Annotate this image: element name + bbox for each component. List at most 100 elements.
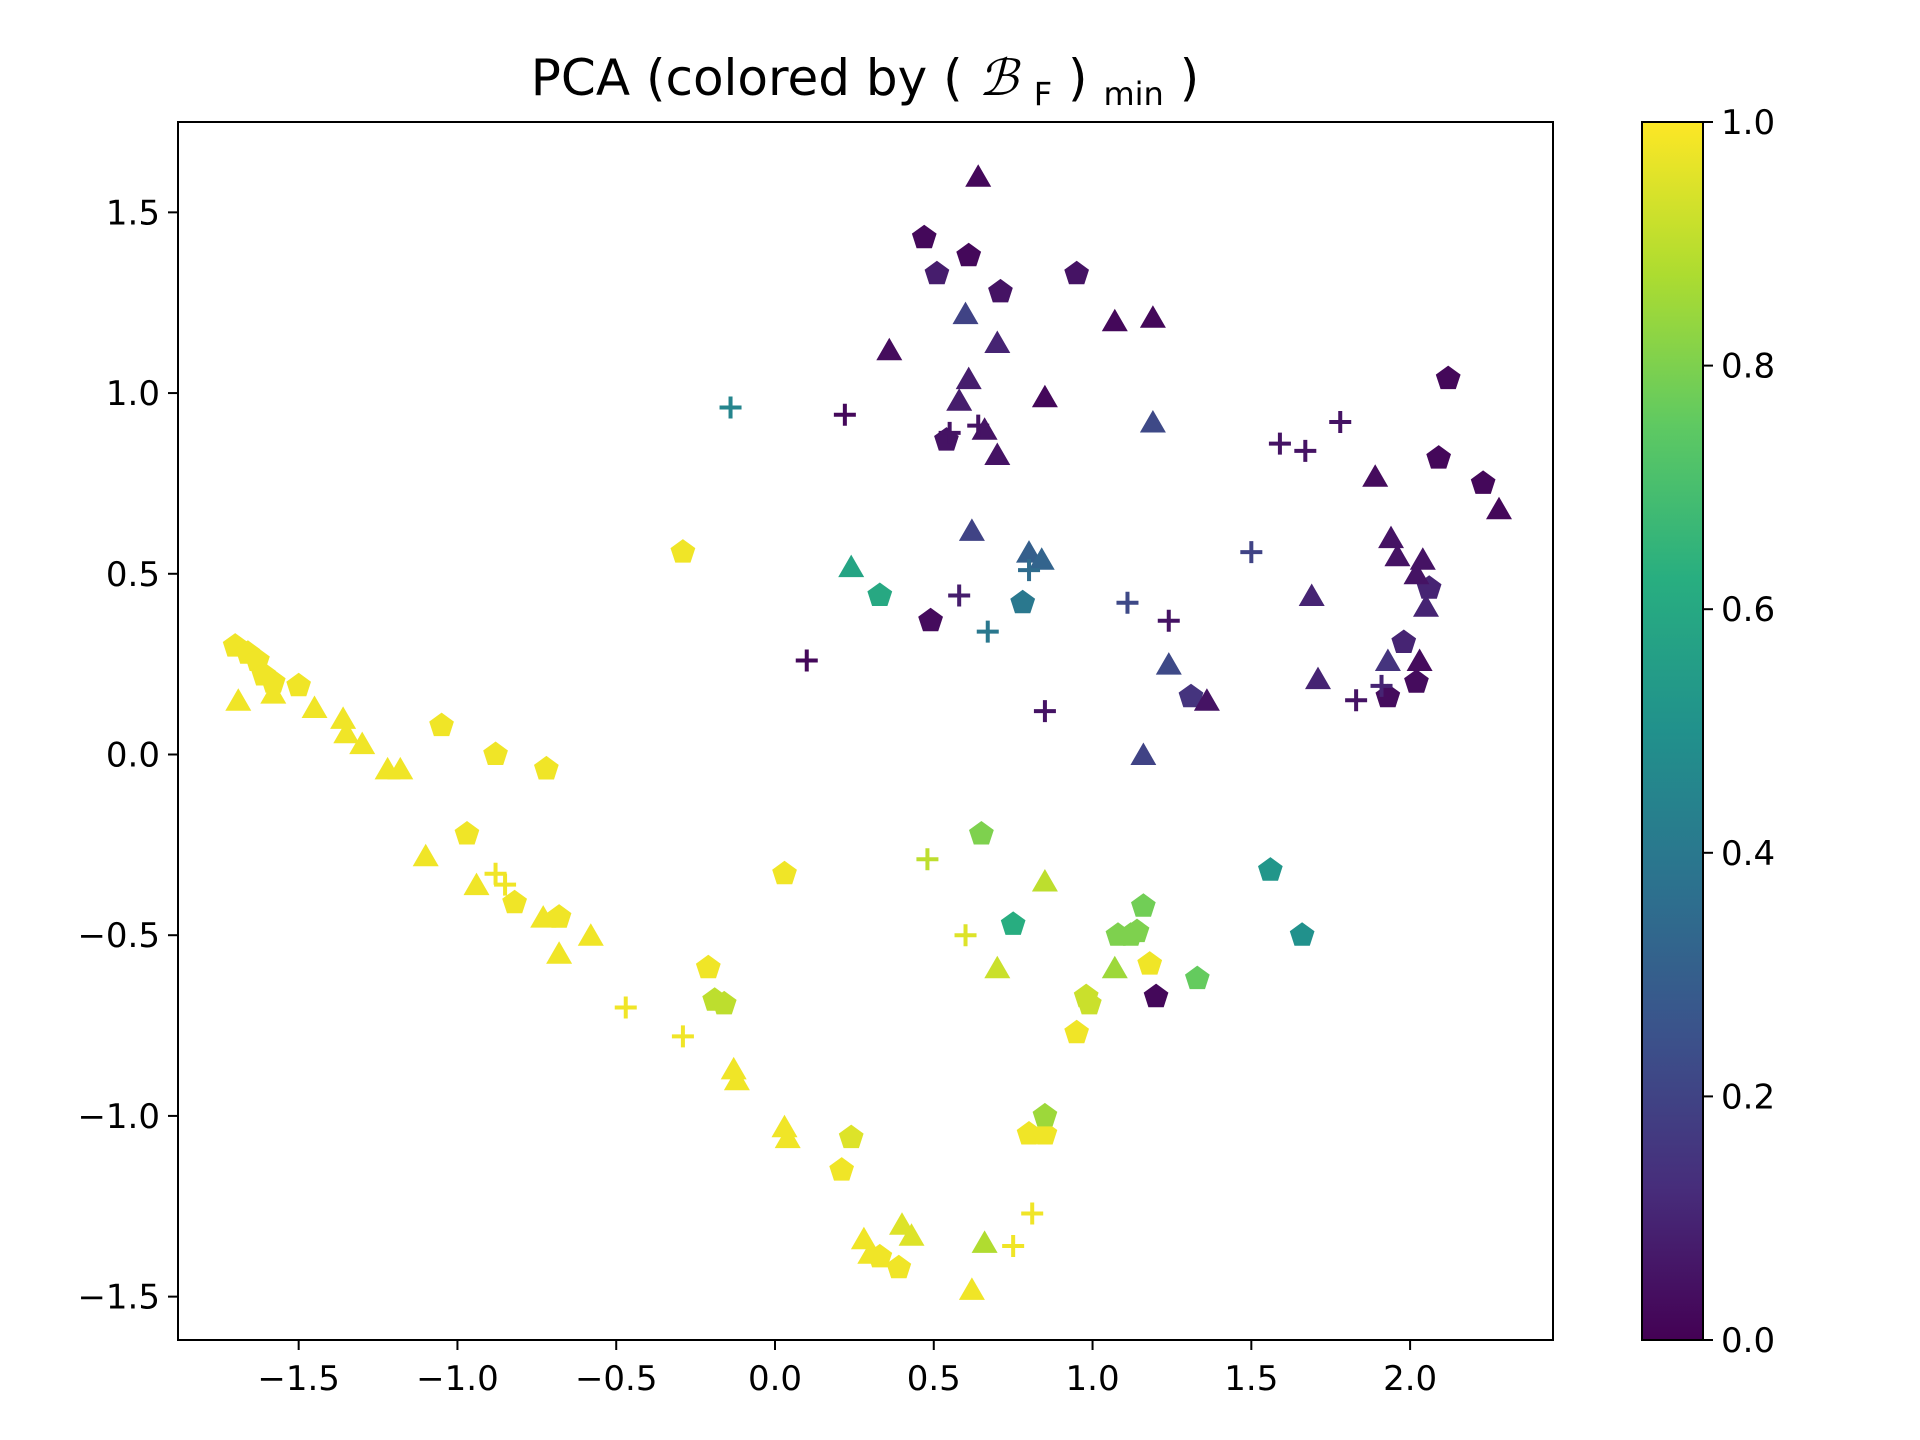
y-tick-label: −1.5 (77, 1278, 160, 1318)
triangle-point (1406, 648, 1433, 671)
plus-point (795, 649, 818, 672)
pentagon-point (1010, 589, 1036, 614)
plus-point (1018, 559, 1041, 582)
pentagon-point (502, 889, 527, 914)
pentagon-point (1185, 965, 1210, 990)
plus-point (1002, 1235, 1025, 1258)
pentagon-point (711, 990, 737, 1015)
pentagon-point (546, 904, 572, 928)
pentagon-point (1391, 629, 1417, 653)
pentagon-point (988, 278, 1013, 303)
plus-point (671, 1025, 694, 1048)
colorbar-tick-label: 0.4 (1721, 834, 1775, 874)
plus-point (967, 414, 990, 437)
triangle-point (260, 681, 287, 704)
pentagon-point (829, 1157, 854, 1181)
pentagon-point (1077, 990, 1102, 1015)
scatter-points (222, 164, 1512, 1300)
y-tick-label: 0.0 (106, 735, 160, 775)
plus-point (1157, 609, 1180, 632)
triangle-point (1031, 384, 1058, 408)
pentagon-point (867, 582, 893, 606)
triangle-point (774, 1125, 801, 1149)
chart-title-subscript: min (1103, 75, 1163, 113)
x-tick-label: 1.5 (1224, 1359, 1278, 1399)
plus-point (614, 996, 637, 1019)
pentagon-point (1064, 1019, 1089, 1044)
colorbar-tick-label: 0.2 (1721, 1077, 1775, 1117)
triangle-point (984, 955, 1011, 979)
plus-point (1345, 689, 1368, 712)
plus-point (1240, 541, 1263, 564)
plus-point (1033, 700, 1056, 723)
triangle-point (965, 164, 992, 187)
triangle-point (349, 731, 376, 755)
pentagon-point (1000, 911, 1026, 935)
colorbar-tick-label: 0.8 (1721, 347, 1775, 387)
x-tick-label: 2.0 (1383, 1359, 1437, 1399)
triangle-point (857, 1241, 884, 1264)
pentagon-point (918, 607, 943, 632)
pentagon-point (934, 427, 959, 451)
triangle-point (1016, 540, 1042, 563)
x-tick-label: 1.0 (1066, 1359, 1120, 1399)
pentagon-point (1131, 893, 1156, 917)
chart-title-prefix: PCA (colored by ( (531, 49, 963, 107)
pentagon-point (924, 260, 950, 285)
triangle-point (876, 337, 903, 361)
triangle-point (850, 1226, 877, 1250)
plus-point (976, 620, 999, 643)
colorbar-ticks: 0.0 0.2 0.4 0.6 0.8 1.0 (1703, 103, 1775, 1361)
pentagon-point (286, 672, 311, 697)
triangle-point (1028, 547, 1055, 570)
triangle-point (898, 1223, 925, 1246)
triangle-point (330, 706, 357, 729)
y-tick-label: 1.5 (106, 193, 160, 233)
pentagon-point (969, 821, 994, 845)
triangle-point (1413, 594, 1439, 617)
triangle-point (1384, 543, 1411, 567)
triangle-point (301, 695, 328, 718)
y-tick-label: −1.0 (77, 1097, 160, 1137)
triangle-point (1101, 955, 1128, 979)
plus-point (1116, 591, 1139, 614)
triangle-point (1486, 496, 1512, 520)
y-tick-label: −0.5 (77, 916, 160, 956)
plus-point (1329, 410, 1352, 433)
triangle-point (1378, 525, 1404, 549)
pentagon-point (911, 224, 937, 249)
triangle-point (723, 1067, 750, 1091)
triangle-point (530, 905, 557, 928)
triangle-point (1305, 666, 1331, 690)
triangle-point (1409, 547, 1436, 570)
triangle-point (1139, 410, 1166, 433)
x-tick-label: −0.5 (575, 1359, 658, 1399)
triangle-point (958, 1277, 985, 1300)
triangle-point (577, 923, 604, 946)
triangle-point (1130, 742, 1157, 765)
x-tick-label: −1.0 (416, 1359, 499, 1399)
triangle-point (955, 366, 982, 390)
triangle-point (1139, 305, 1166, 328)
pentagon-point (1064, 260, 1089, 285)
triangle-point (387, 756, 414, 780)
pentagon-point (1470, 470, 1496, 494)
plus-point (954, 924, 977, 947)
colorbar-tick-label: 1.0 (1721, 103, 1775, 143)
chart-title-suffix: ) (1180, 49, 1200, 107)
pentagon-point (1032, 1121, 1058, 1145)
plot-frame (177, 121, 1554, 1341)
pentagon-point (772, 860, 797, 885)
x-tick-label: 0.5 (907, 1359, 961, 1399)
triangle-point (984, 442, 1011, 465)
chart-title-symbol: ℬ (979, 49, 1022, 107)
triangle-point (946, 388, 973, 411)
triangle-point (971, 417, 998, 440)
chart-title-symbol-subscript: F (1034, 75, 1052, 113)
pentagon-point (1435, 365, 1461, 390)
pentagon-point (886, 1254, 912, 1279)
triangle-point (1155, 652, 1182, 675)
plus-point (484, 862, 507, 885)
chart-title-close: ) (1068, 49, 1088, 107)
colorbar-frame (1641, 121, 1704, 1341)
